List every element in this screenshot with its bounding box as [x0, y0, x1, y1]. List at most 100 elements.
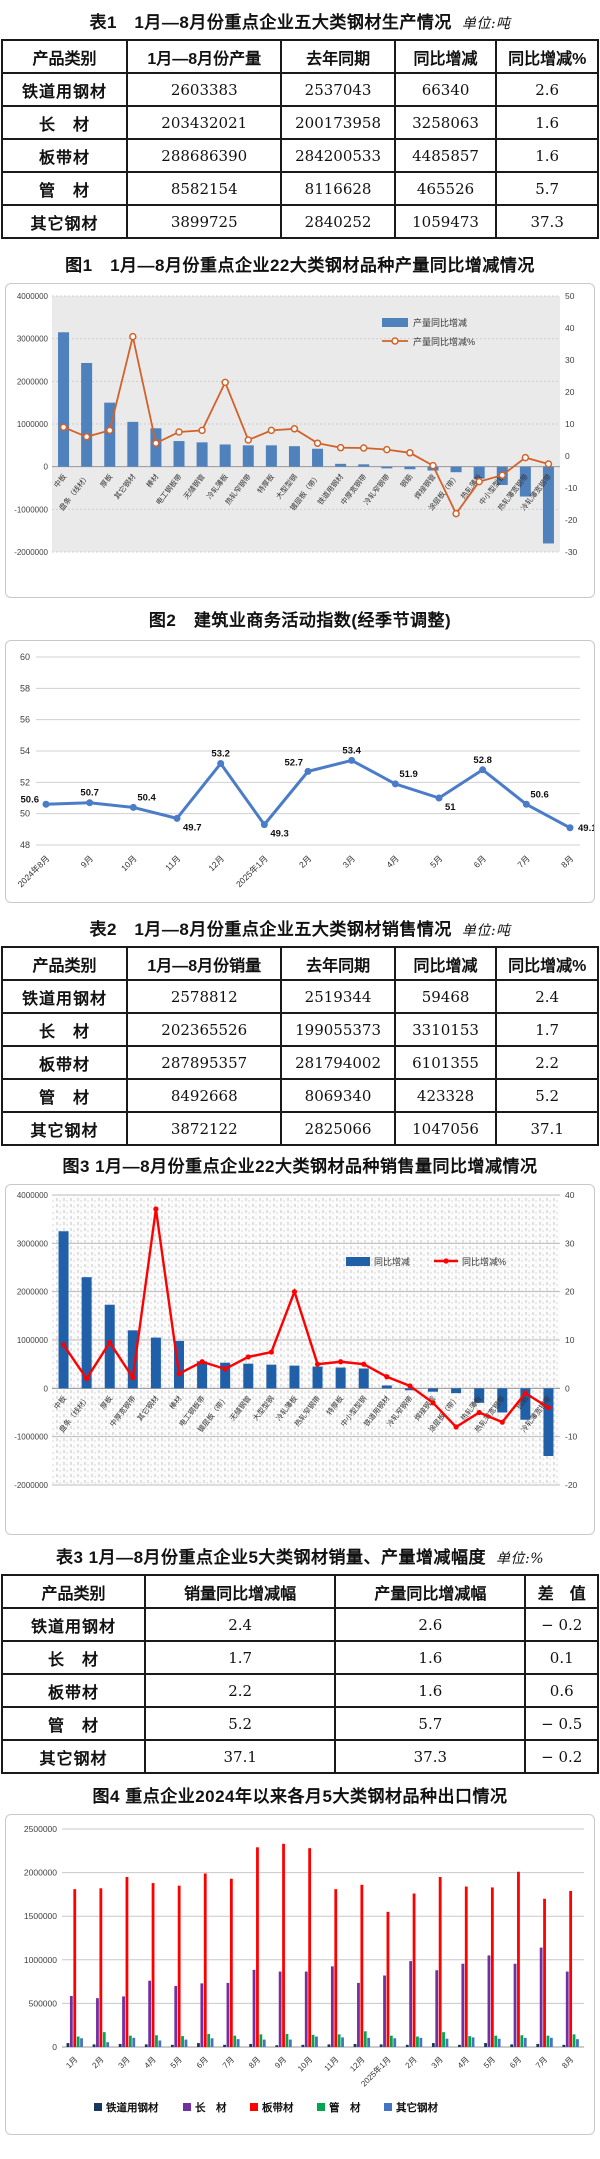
table1-title-text: 表1 1月—8月份重点企业五大类钢材生产情况	[89, 13, 452, 32]
bar	[546, 2035, 550, 2047]
x-axis-category-label: 11月	[323, 2055, 341, 2073]
value-cell: 203432021	[126, 105, 283, 140]
line-marker	[267, 426, 276, 435]
y-axis-tick-label: 56	[20, 715, 30, 725]
bar	[404, 466, 416, 470]
header-cell: 同比增减%	[495, 946, 599, 981]
legend-swatch	[384, 2103, 392, 2111]
bar	[92, 2044, 96, 2047]
line-marker	[268, 1349, 274, 1355]
value-cell: 465526	[393, 171, 498, 206]
category-cell: 管 材	[0, 171, 129, 206]
value-cell: 281794002	[280, 1045, 396, 1080]
data-label: 50.6	[21, 794, 40, 805]
bar	[127, 421, 139, 467]
bar	[569, 1890, 573, 2047]
left-axis-tick-label: 4000000	[17, 292, 49, 301]
table-row: 管 材 5.2 5.7− 0.5	[0, 1706, 599, 1741]
line-marker	[336, 443, 345, 452]
left-axis-tick-label: 0	[44, 1384, 49, 1393]
bar	[357, 1982, 360, 2047]
bar	[315, 2036, 318, 2047]
legend-label: 其它钢材	[396, 2101, 438, 2114]
value-cell: − 0.2	[524, 1607, 599, 1642]
bar	[386, 1911, 390, 2047]
category-cell: 板带材	[0, 1045, 129, 1080]
value-cell: 0.1	[524, 1640, 599, 1675]
value-cell: 3310153	[393, 1012, 498, 1047]
right-axis-tick-label: 20	[565, 1287, 575, 1297]
value-cell: 3258063	[393, 105, 498, 140]
bar	[520, 1388, 531, 1420]
figure4-exports-grouped-bar-chart: 0 500000 1000000 1500000 2000000 2500000 1月 2月 3…	[5, 1814, 595, 2135]
bar	[197, 1361, 208, 1389]
line-marker	[383, 445, 391, 454]
bar	[379, 2044, 383, 2047]
bar	[312, 1366, 323, 1389]
line-marker	[407, 1383, 413, 1389]
bar	[102, 2032, 106, 2047]
fig2-svg: 48 50 52 54 56 58 60 50.6 50.7 50.4 49.7 53.2 49.3 52…	[16, 652, 594, 889]
bar	[282, 1843, 285, 2047]
value-cell: 2.2	[144, 1673, 337, 1708]
value-cell: 2.4	[144, 1607, 337, 1642]
bar	[233, 2035, 237, 2047]
x-axis-category-label: 8月	[559, 853, 575, 869]
line-marker	[430, 1400, 436, 1406]
bar	[207, 2033, 211, 2047]
legend-swatch	[183, 2103, 191, 2111]
y-axis-tick-label: 54	[20, 746, 30, 756]
data-label: 49.7	[183, 822, 202, 833]
category-cell: 长 材	[0, 1012, 129, 1047]
bar	[451, 1388, 462, 1394]
line-marker	[566, 824, 574, 832]
data-label: 53.2	[211, 749, 230, 760]
left-axis-tick-label: -2000000	[14, 1481, 48, 1490]
bar	[543, 1898, 546, 2047]
line-marker	[361, 1361, 367, 1367]
x-axis-category-label: 3月	[430, 2055, 445, 2070]
x-axis-category-label: 2024年8月	[16, 853, 52, 889]
value-cell: 5.7	[495, 171, 599, 206]
y-axis-tick-label: 50	[20, 809, 30, 819]
legend-label: 长 材	[195, 2101, 227, 2114]
line-marker	[475, 477, 483, 486]
category-cell: 其它钢材	[0, 204, 129, 239]
bar	[536, 2043, 540, 2047]
bar	[487, 1955, 491, 2047]
category-cell: 长 材	[0, 105, 129, 140]
line-marker	[290, 425, 299, 433]
header-cell: 销量同比增减幅	[144, 1574, 337, 1609]
bar	[252, 1969, 256, 2047]
table-row: 板带材 287895357 281794002 6101355 2.2	[0, 1045, 599, 1080]
bar	[468, 2036, 472, 2047]
y-axis-tick-label: 48	[20, 840, 30, 850]
bar	[288, 2039, 292, 2047]
bar	[341, 2037, 344, 2047]
data-label: 51	[445, 802, 456, 813]
data-label: 52.7	[285, 757, 304, 768]
right-axis-tick-label: 0	[565, 1383, 570, 1393]
category-cell: 板带材	[0, 138, 129, 173]
line-marker	[86, 799, 94, 807]
x-axis-category-label: 7月	[515, 853, 531, 869]
x-axis-category-label: 5月	[169, 2055, 184, 2070]
value-cell: 287895357	[126, 1045, 283, 1080]
value-cell: 288686390	[126, 138, 283, 173]
line-marker	[217, 760, 225, 768]
value-cell: 1059473	[393, 204, 498, 239]
x-axis-category-label: 11月	[163, 853, 182, 872]
table-row: 其它钢材 37.1 37.3− 0.2	[0, 1739, 599, 1774]
table-row: 长 材 1.7 1.6 0.1	[0, 1640, 599, 1675]
bar	[337, 2034, 341, 2047]
line-marker	[406, 449, 414, 457]
value-cell: 2.4	[495, 979, 599, 1014]
bar	[73, 1889, 77, 2047]
header-cell: 1月—8月份销量	[126, 946, 283, 981]
bar	[265, 445, 277, 467]
bar	[458, 2044, 461, 2047]
bar	[393, 2038, 397, 2047]
line-marker	[152, 439, 160, 447]
legend-line-marker	[443, 1258, 449, 1264]
line-marker	[338, 1359, 344, 1365]
